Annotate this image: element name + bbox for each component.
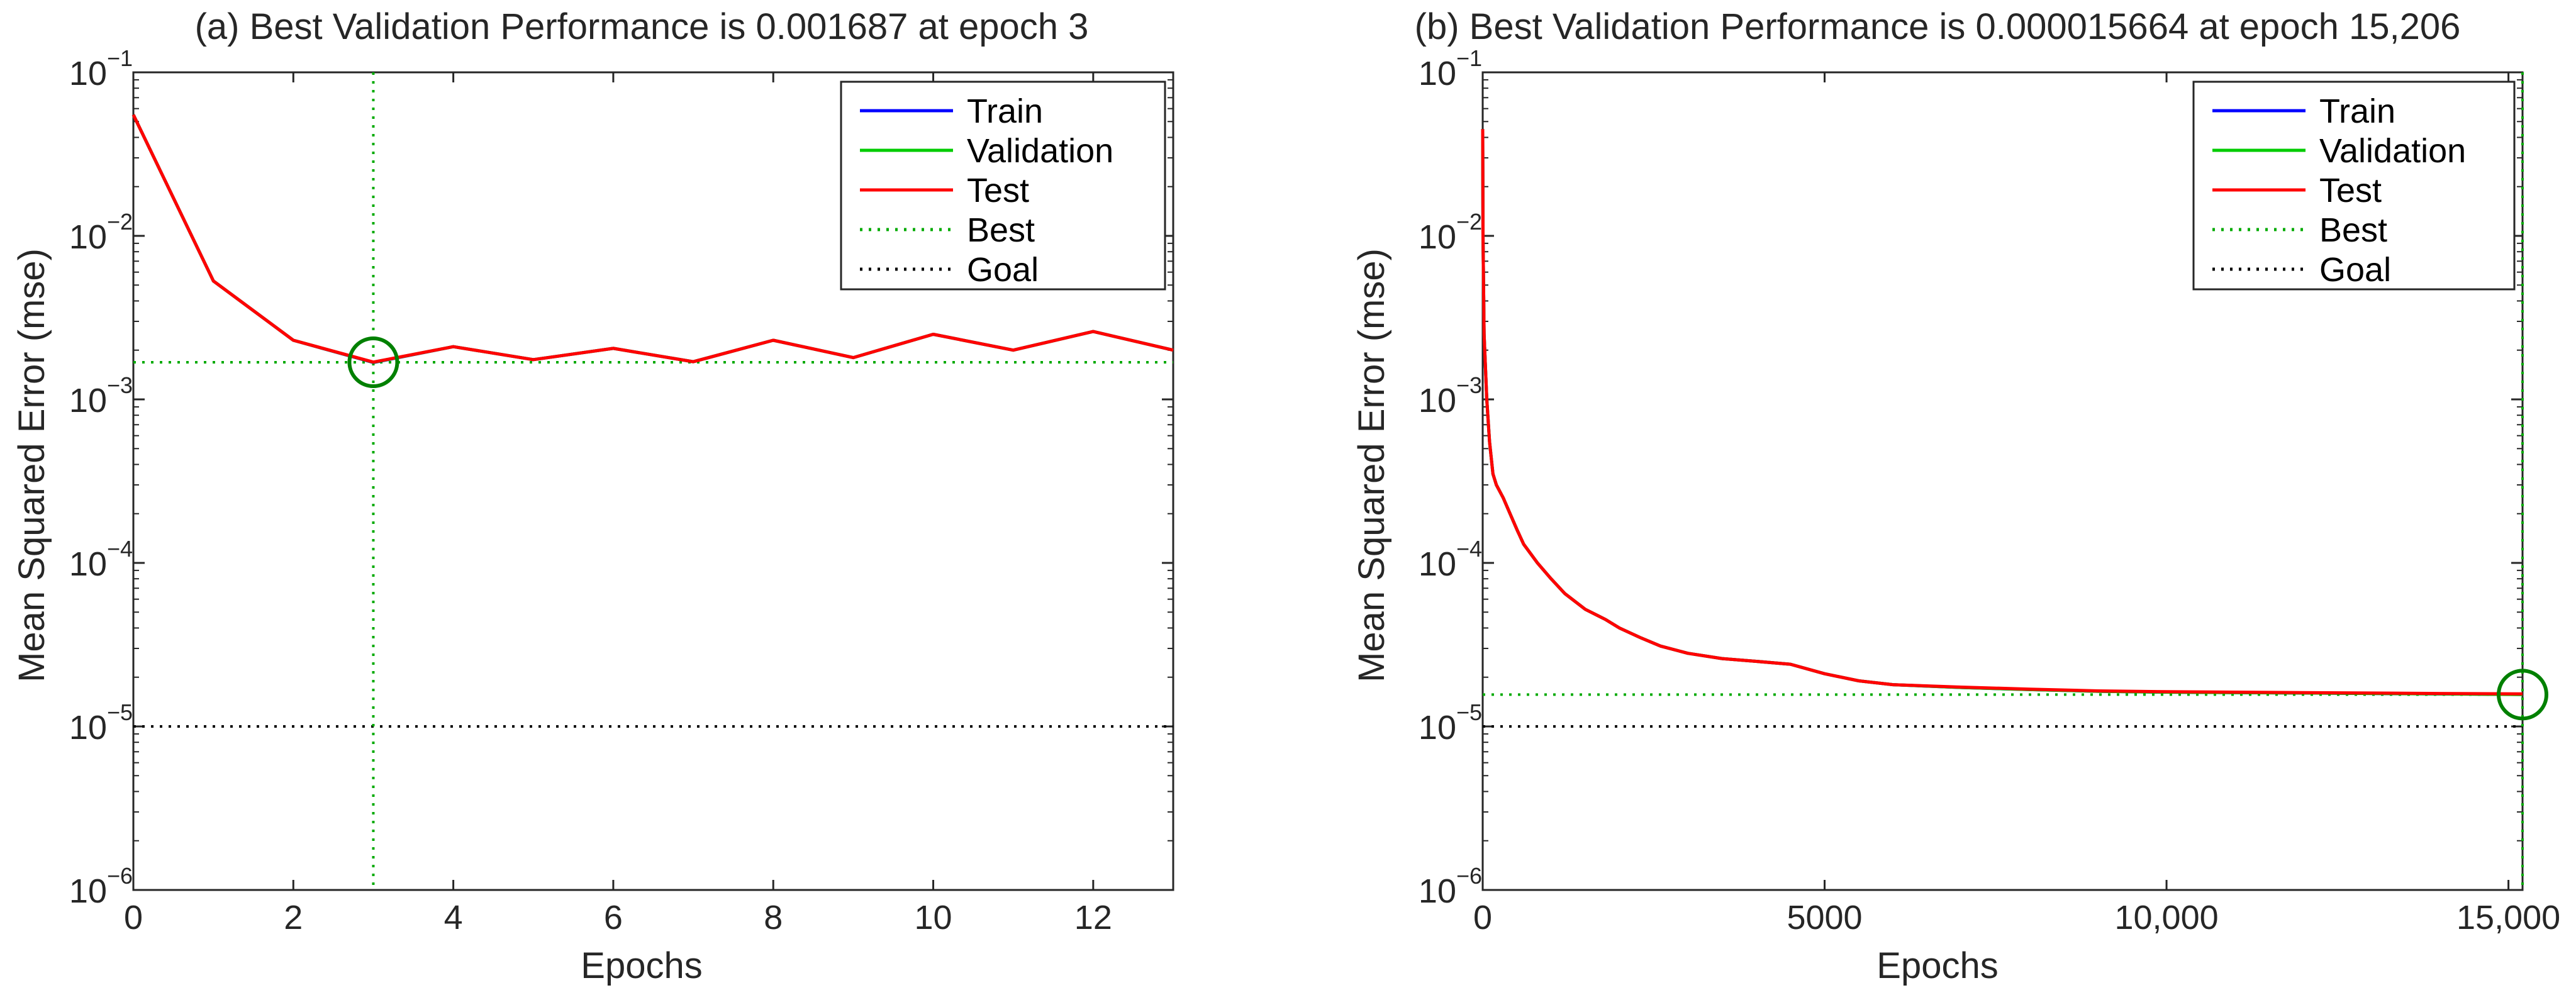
panel-b-xtick-label: 5000: [1787, 899, 1862, 937]
panel-b-axes-box: [1481, 71, 2524, 891]
panel-a-ylabel: Mean Squared Error (mse): [11, 248, 52, 682]
panel-b-best-marker: [2497, 669, 2548, 721]
panel-b-ytick-label: 10: [1419, 709, 1456, 747]
panel-b-legend-label-goal: Goal: [2319, 251, 2391, 289]
panel-a-xtick-label: 4: [444, 899, 463, 937]
panel-a-xtick-label: 10: [914, 899, 952, 937]
panel-b-ytick-exponent: −4: [1456, 536, 1482, 562]
panel-b-ytick-label: 10: [1419, 382, 1456, 420]
panel-a-legend-label-best: Best: [967, 211, 1035, 249]
panel-a-xlabel: Epochs: [581, 945, 702, 986]
panel-b: (b) Best Validation Performance is 0.000…: [1351, 6, 2560, 986]
panel-a-ytick-label: 10: [69, 709, 107, 747]
panel-b-xtick-label: 10,000: [2114, 899, 2218, 937]
panel-a-xtick-label: 8: [764, 899, 783, 937]
panel-a-legend-label-goal: Goal: [967, 251, 1039, 289]
panel-b-ytick-exponent: −2: [1456, 209, 1482, 235]
panel-b-series-test: [1481, 129, 2523, 696]
panel-a-xtick-label: 6: [604, 899, 623, 937]
panel-a-ytick-exponent: −1: [107, 45, 133, 71]
panel-b-legend-label-validation: Validation: [2319, 132, 2466, 170]
panel-b-ytick-exponent: −5: [1456, 699, 1482, 725]
panel-b-ytick-label: 10: [1419, 545, 1456, 583]
panel-a-legend-label-train: Train: [967, 92, 1043, 130]
panel-b-legend-box: [2192, 81, 2516, 291]
panel-b-ytick-exponent: −3: [1456, 372, 1482, 398]
panel-a-ytick-label: 10: [69, 545, 107, 583]
panel-a-title: (a) Best Validation Performance is 0.001…: [195, 6, 1089, 47]
panel-a-ytick-exponent: −6: [107, 863, 133, 889]
panel-b-ytick-exponent: −1: [1456, 45, 1482, 71]
panel-a-legend-label-validation: Validation: [967, 132, 1113, 170]
panel-a-axes-box: [132, 71, 1174, 891]
panel-b-ytick-label: 10: [1419, 55, 1456, 92]
panel-a-xtick-label: 12: [1074, 899, 1112, 937]
panel-a-ytick-exponent: −4: [107, 536, 133, 562]
panel-b-title: (b) Best Validation Performance is 0.000…: [1415, 6, 2461, 47]
panel-a: (a) Best Validation Performance is 0.001…: [11, 6, 1174, 986]
panel-a-ytick-exponent: −2: [107, 209, 133, 235]
panel-b-ytick-exponent: −6: [1456, 863, 1482, 889]
panel-a-ytick-label: 10: [69, 55, 107, 92]
panel-a-series-test: [131, 114, 1174, 364]
panel-b-xtick-label: 0: [1473, 899, 1492, 937]
panel-a-legend-label-test: Test: [967, 172, 1029, 209]
panel-b-ytick-label: 10: [1419, 218, 1456, 256]
panel-a-ytick-label: 10: [69, 382, 107, 420]
panel-a-xtick-label: 2: [284, 899, 303, 937]
panel-b-xtick-label: 15,000: [2456, 899, 2560, 937]
panel-a-legend-box: [840, 81, 1166, 291]
panel-a-xtick-label: 0: [124, 899, 143, 937]
panel-b-legend-label-test: Test: [2319, 172, 2382, 209]
panel-a-ytick-exponent: −5: [107, 699, 133, 725]
panel-a-ytick-exponent: −3: [107, 372, 133, 398]
panel-b-legend-label-best: Best: [2319, 211, 2387, 249]
panel-b-ylabel: Mean Squared Error (mse): [1351, 248, 1392, 682]
panel-a-ytick-label: 10: [69, 872, 107, 910]
panel-a-ytick-label: 10: [69, 218, 107, 256]
panel-b-ytick-label: 10: [1419, 872, 1456, 910]
panel-a-best-marker: [347, 336, 399, 388]
panel-b-legend-label-train: Train: [2319, 92, 2395, 130]
panel-b-xlabel: Epochs: [1876, 945, 1998, 986]
